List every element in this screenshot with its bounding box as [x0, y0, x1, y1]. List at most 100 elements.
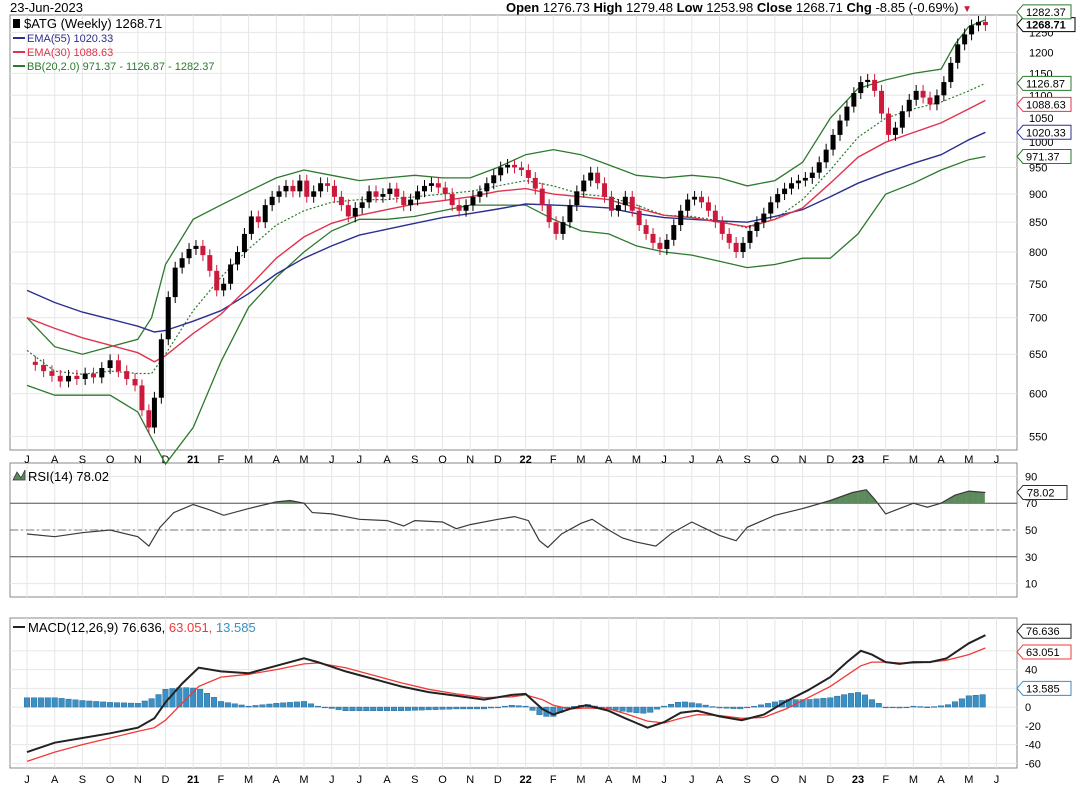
close-label: Close — [756, 0, 793, 15]
macd-y-tick-label: 40 — [1025, 665, 1037, 677]
candle-body — [885, 113, 891, 135]
macd-x-tick-label: A — [605, 774, 613, 786]
candle-body — [872, 79, 878, 91]
macd-x-tick-label: M — [299, 774, 308, 786]
candle-body — [532, 177, 538, 189]
macd-histogram-bar — [938, 705, 945, 708]
macd-histogram-bar — [377, 706, 384, 712]
macd-histogram-bar — [404, 706, 411, 711]
candle-body — [470, 196, 476, 206]
macd-x-tick-label: O — [438, 774, 447, 786]
candle-body — [823, 149, 829, 163]
macd-x-tick-label: F — [550, 774, 557, 786]
candle-body — [975, 21, 981, 26]
price-x-tick-label: A — [383, 454, 391, 466]
chg-label: Chg — [846, 0, 872, 15]
candle-body — [643, 225, 649, 234]
macd-histogram-bar — [446, 706, 453, 710]
price-x-tick-label: A — [937, 454, 945, 466]
rsi-y-tick-label: 10 — [1025, 579, 1037, 591]
candle-body — [782, 188, 788, 195]
macd-histogram-bar — [363, 706, 370, 712]
rsi-value-tag-text: 78.02 — [1027, 487, 1055, 499]
macd-histogram-bar — [529, 706, 536, 711]
rsi-legend-label: RSI(14) 78.02 — [28, 469, 109, 484]
rsi-value-tag — [1016, 484, 1068, 500]
macd-histogram-bar — [370, 706, 377, 712]
macd-histogram-bar — [467, 706, 474, 710]
macd-histogram-bar — [917, 706, 924, 708]
candle-body — [456, 205, 462, 211]
macd-histogram-bar — [723, 706, 730, 709]
macd-histogram-bar — [730, 706, 737, 709]
price-x-tick-label: N — [466, 454, 474, 466]
candle-body — [99, 368, 105, 378]
macd-histogram-bar — [321, 706, 328, 709]
price-y-tick-label: 1050 — [1029, 113, 1053, 125]
rsi-y-tick-label: 90 — [1025, 471, 1037, 483]
macd-histogram-bar — [958, 698, 965, 708]
candle-body — [408, 199, 414, 206]
macd-histogram-bar — [204, 693, 211, 708]
macd-histogram-bar — [190, 687, 197, 708]
price-x-tick-label: N — [799, 454, 807, 466]
macd-histogram-bar — [384, 706, 391, 712]
macd-signal-line — [26, 647, 986, 763]
macd-histogram-bar — [460, 706, 467, 710]
macd-histogram-bar — [633, 706, 640, 713]
price-x-tick-label: J — [689, 454, 695, 466]
macd-histogram-bar — [231, 703, 238, 708]
candle-body — [955, 44, 961, 63]
price-x-tick-label: J — [661, 454, 667, 466]
macd-value-tag — [1016, 644, 1072, 660]
candle-body — [124, 371, 130, 380]
candle-body — [179, 258, 185, 268]
macd-histogram-bar — [654, 706, 661, 710]
candle-body — [512, 164, 518, 168]
candle-body — [90, 373, 96, 378]
price-y-tick-label: 650 — [1029, 349, 1047, 361]
macd-x-tick-label: 22 — [519, 774, 531, 786]
candle-body — [401, 196, 407, 206]
candle-body — [491, 175, 497, 184]
price-x-tick-label: J — [24, 454, 30, 466]
candle-body — [338, 196, 344, 206]
macd-histogram-bar — [764, 703, 771, 708]
candle-body — [186, 248, 192, 259]
macd-histogram-bar — [148, 698, 155, 708]
macd-x-tick-label: O — [771, 774, 780, 786]
price-x-tick-label: J — [994, 454, 1000, 466]
candle-body — [359, 202, 365, 208]
candle-body — [844, 106, 850, 121]
macd-x-tick-label: A — [273, 774, 281, 786]
candle-body — [913, 90, 919, 100]
price-x-tick-label: D — [494, 454, 502, 466]
rsi-y-tick-label: 30 — [1025, 552, 1037, 564]
candle-body — [505, 164, 511, 168]
macd-x-tick-label: F — [218, 774, 225, 786]
bb-lower-line — [26, 155, 986, 466]
candle-body — [560, 222, 566, 234]
price-tag-lower-text: 971.37 — [1026, 152, 1060, 164]
macd-histogram-bar — [425, 706, 432, 711]
candle-body — [107, 360, 113, 369]
macd-x-tick-label: D — [162, 774, 170, 786]
macd-value-tag-text: 76.636 — [1026, 626, 1060, 638]
macd-histogram-bar — [972, 694, 979, 708]
candle-body — [899, 111, 905, 128]
candle-body — [671, 225, 677, 240]
macd-value-tag-text: 63.051 — [1026, 647, 1060, 659]
macd-histogram-bar — [820, 698, 827, 708]
macd-histogram-bar — [487, 706, 494, 709]
price-x-tick-label: 23 — [852, 454, 864, 466]
candle-body — [761, 213, 767, 223]
bb-middle-line — [26, 82, 986, 375]
candle-body — [865, 79, 871, 83]
macd-histogram-bar — [834, 695, 841, 708]
price-x-tick-label: D — [826, 454, 834, 466]
macd-histogram-bar — [134, 703, 141, 708]
macd-line — [26, 634, 986, 754]
open-value: 1276.73 — [542, 0, 590, 15]
close-value: 1268.71 — [795, 0, 843, 15]
macd-histogram-bar — [217, 701, 224, 708]
